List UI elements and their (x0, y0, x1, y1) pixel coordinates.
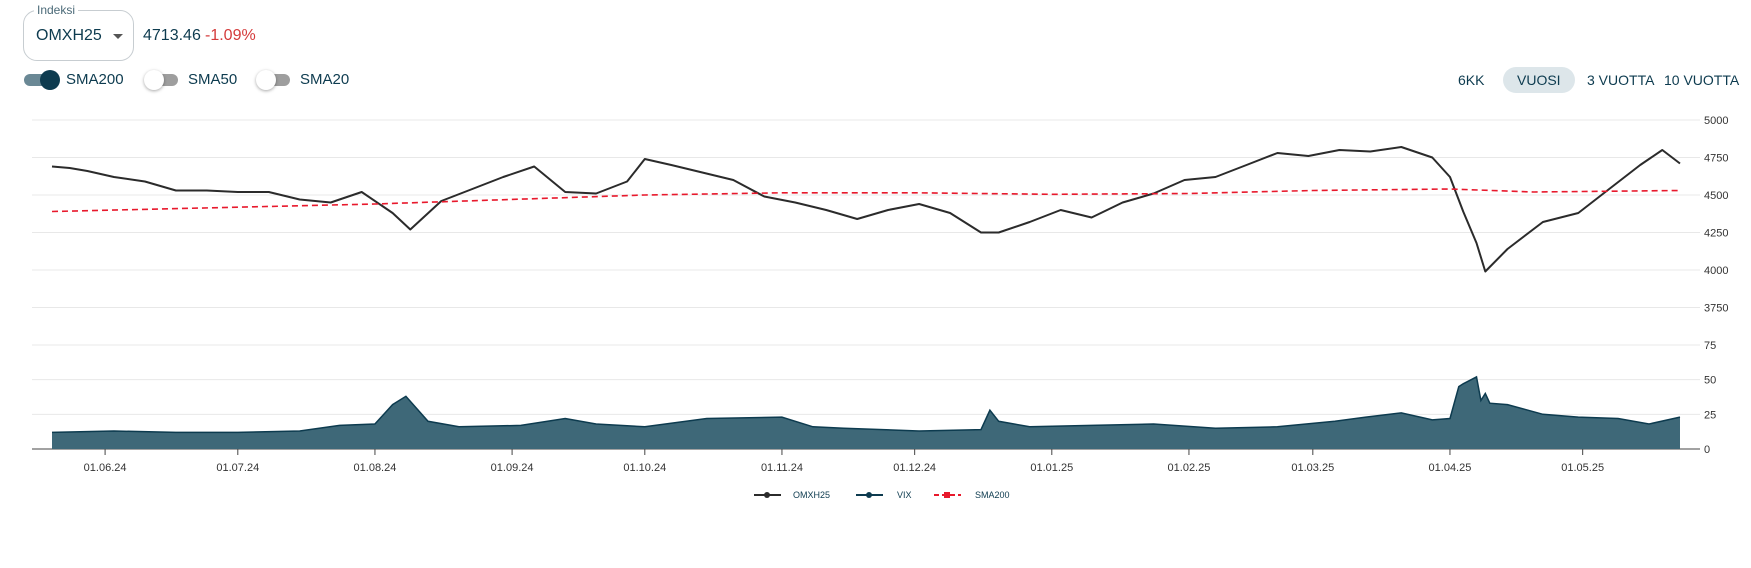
x-tick-label: 01.10.24 (623, 462, 666, 474)
legend-label: VIX (897, 490, 912, 500)
omx-line-plot (51, 146, 1681, 273)
y-tick-label: 50 (1704, 375, 1716, 387)
axis-labels: 5000 4750 4500 4250 4000 3750 75 50 25 0 01.06.24 0… (84, 115, 1729, 474)
toggle-knob (144, 70, 164, 90)
legend-marker (764, 492, 770, 498)
y-tick-label: 4000 (1704, 265, 1728, 277)
index-select-label: Indeksi (34, 3, 79, 17)
x-tick-label: 01.07.24 (216, 462, 259, 474)
index-select-value: OMXH25 (36, 27, 102, 44)
y-tick-label: 4250 (1704, 228, 1728, 240)
x-tick-label: 01.11.24 (761, 462, 803, 474)
chevron-down-icon (113, 34, 123, 39)
index-select[interactable]: Indeksi OMXH25 (23, 3, 134, 61)
legend-label: SMA200 (975, 490, 1010, 500)
range-button-vuosi[interactable]: VUOSI (1503, 67, 1575, 93)
x-tick-label: 01.03.25 (1291, 462, 1334, 474)
toggle-label: SMA20 (300, 71, 350, 88)
sma200-line (51, 188, 1681, 213)
stock-chart: 5000 4750 4500 4250 4000 3750 75 50 25 0 01.06.24 0… (32, 115, 1729, 500)
legend-marker (944, 492, 950, 498)
legend-item-vix[interactable]: VIX (856, 490, 912, 500)
vix-area (52, 376, 1680, 449)
x-tick-label: 01.04.25 (1429, 462, 1472, 474)
legend-item-omxh25[interactable]: OMXH25 (754, 490, 830, 500)
range-button-3-vuotta[interactable]: 3 VUOTTA (1587, 72, 1655, 88)
y-tick-label: 4750 (1704, 153, 1728, 165)
y-tick-label: 75 (1704, 340, 1716, 352)
toggle-label: SMA200 (66, 71, 124, 88)
chart-legend: OMXH25 VIX SMA200 (754, 490, 1010, 500)
toggle-knob (256, 70, 276, 90)
y-tick-label: 0 (1704, 444, 1710, 456)
toggle-knob (40, 70, 60, 90)
grid-lines (32, 119, 1700, 455)
y-tick-label: 5000 (1704, 115, 1728, 127)
x-tick-label: 01.06.24 (84, 462, 127, 474)
y-tick-label: 3750 (1704, 303, 1728, 315)
legend-marker (866, 492, 872, 498)
index-price: 4713.46 (143, 27, 201, 44)
x-tick-label: 01.02.25 (1168, 462, 1211, 474)
index-change: -1.09% (205, 27, 256, 44)
x-tick-label: 01.12.24 (893, 462, 936, 474)
x-tick-label: 01.09.24 (491, 462, 534, 474)
toggle-label: SMA50 (188, 71, 238, 88)
range-button-6kk[interactable]: 6KK (1458, 72, 1485, 88)
legend-label: OMXH25 (793, 490, 830, 500)
legend-item-sma200[interactable]: SMA200 (934, 490, 1010, 500)
y-tick-label: 25 (1704, 409, 1716, 421)
x-tick-label: 01.01.25 (1030, 462, 1073, 474)
x-tick-label: 01.05.25 (1561, 462, 1604, 474)
vix-area-plot (51, 375, 1681, 449)
omxh25-line (51, 146, 1681, 273)
x-tick-label: 01.08.24 (354, 462, 397, 474)
y-tick-label: 4500 (1704, 190, 1728, 202)
vix-line (51, 375, 1681, 434)
range-button-10-vuotta[interactable]: 10 VUOTTA (1664, 72, 1740, 88)
